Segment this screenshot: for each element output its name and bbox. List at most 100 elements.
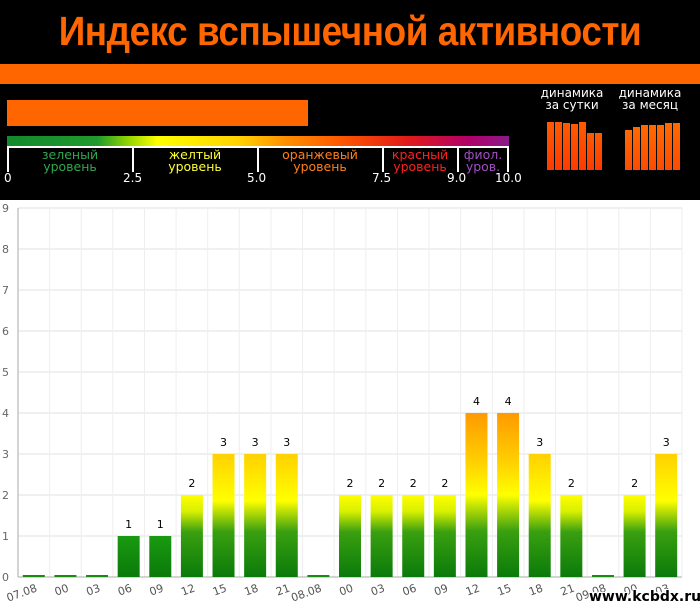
bar-value-label: 4 [505, 395, 512, 408]
level-label-yellow: желтый уровень [135, 148, 255, 174]
dynamics-day-title: динамика за сутки [536, 87, 608, 111]
bar [307, 575, 330, 577]
bar-value-label: 2 [441, 477, 448, 490]
x-tick-label: 06 [116, 582, 134, 599]
header-panel: Индекс вспышечной активности зеленый уро… [0, 0, 700, 200]
scale-tick [457, 146, 459, 172]
bar-value-label: 1 [157, 518, 164, 531]
site-watermark: www.kcbdx.ru [589, 589, 700, 605]
bar-value-label: 2 [347, 477, 354, 490]
y-tick-label: 1 [2, 530, 9, 543]
page-title: Индекс вспышечной активности [58, 8, 642, 54]
level-label-line: фиол. [463, 147, 503, 162]
x-tick-label: 00 [622, 582, 640, 599]
level-label-line: уровень [43, 159, 97, 174]
dynamics-bar [555, 122, 562, 170]
scale-tick-label: 9.0 [447, 171, 467, 185]
dynamics-title-line: за сутки [545, 98, 599, 112]
x-tick-label: 03 [369, 582, 387, 599]
x-tick-label: 06 [401, 582, 419, 599]
level-label-line: уров. [465, 159, 501, 174]
bar-value-label: 2 [568, 477, 575, 490]
bar [339, 495, 361, 577]
dynamics-bar [649, 125, 656, 170]
bar [560, 495, 583, 577]
level-label-red: красный уровень [384, 147, 456, 174]
x-tick-label: 18 [527, 582, 545, 599]
current-level-bar [7, 100, 308, 126]
x-tick-label: 03 [654, 582, 672, 599]
level-label-line: красный [391, 147, 449, 162]
bar [465, 413, 488, 577]
dynamics-title-line: динамика [618, 86, 682, 100]
scale-tick [7, 146, 9, 172]
dynamics-bar [579, 122, 586, 170]
bar [54, 575, 77, 577]
scale-tick-label: 2.5 [123, 171, 143, 185]
bar [180, 495, 203, 577]
bar-value-label: 1 [125, 518, 132, 531]
dynamics-title-line: за месяц [622, 98, 678, 112]
y-tick-label: 5 [2, 366, 9, 379]
dynamics-bar [547, 122, 554, 170]
level-label-line: оранжевый [282, 147, 358, 162]
level-gradient-scale [7, 136, 509, 146]
y-tick-label: 8 [2, 243, 9, 256]
bar [623, 495, 646, 577]
bar-value-label: 3 [283, 436, 290, 449]
bar [86, 575, 109, 577]
level-label-line: уровень [168, 159, 222, 174]
bar-value-label: 2 [378, 477, 385, 490]
y-tick-label: 4 [2, 407, 9, 420]
scale-tick-label: 7.5 [372, 171, 392, 185]
dynamics-bar [595, 133, 602, 170]
bar-value-label: 3 [536, 436, 543, 449]
scale-tick [257, 146, 259, 172]
dynamics-day-minichart [547, 108, 611, 170]
y-tick-label: 7 [2, 284, 9, 297]
scale-tick-label: 5.0 [247, 171, 267, 185]
orange-divider-band [0, 64, 700, 84]
x-tick-label: 12 [179, 582, 197, 599]
x-tick-label: 08.08 [289, 582, 323, 605]
dynamics-title-line: динамика [540, 86, 604, 100]
dynamics-bar [673, 123, 680, 170]
bar-value-label: 3 [252, 436, 259, 449]
scale-tick [382, 146, 384, 172]
bar [528, 454, 551, 577]
bar [212, 454, 235, 577]
scale-tick-label: 0 [4, 171, 12, 185]
x-tick-label: 07.08 [5, 582, 39, 605]
scale-tick [507, 146, 509, 172]
dynamics-bar [657, 125, 664, 170]
x-tick-label: 15 [211, 582, 229, 599]
x-tick-label: 09 [148, 582, 166, 599]
dynamics-bar [563, 123, 570, 170]
scale-tick-label: 10.0 [495, 171, 522, 185]
x-tick-label: 00 [53, 582, 71, 599]
bar-value-label: 3 [220, 436, 227, 449]
level-label-line: уровень [393, 159, 447, 174]
bar [497, 413, 520, 577]
dynamics-bar [665, 123, 672, 170]
dynamics-month-minichart [625, 108, 689, 170]
bar [117, 536, 140, 577]
bar-value-label: 2 [188, 477, 195, 490]
bar [149, 536, 172, 577]
x-tick-label: 21 [559, 582, 577, 599]
dynamics-bar [633, 127, 640, 170]
y-tick-label: 0 [2, 571, 9, 584]
bar [275, 454, 298, 577]
dynamics-month-title: динамика за месяц [614, 87, 686, 111]
y-tick-label: 2 [2, 489, 9, 502]
bar [370, 495, 393, 577]
dynamics-bar [571, 124, 578, 170]
y-tick-label: 9 [2, 202, 9, 215]
x-tick-label: 15 [496, 582, 514, 599]
level-label-purple: фиол. уров. [459, 147, 507, 174]
bar-value-label: 2 [631, 477, 638, 490]
level-label-orange: оранжевый уровень [260, 147, 380, 173]
bar [655, 454, 678, 577]
y-tick-label: 6 [2, 325, 9, 338]
bar [433, 495, 456, 577]
